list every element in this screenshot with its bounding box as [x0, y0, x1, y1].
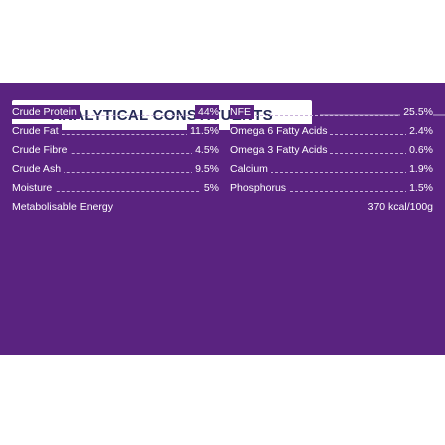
- constituent-row: Phosphorus 1.5%: [230, 176, 433, 195]
- constituent-row: Crude Fibre 4.5%: [12, 138, 219, 157]
- constituent-label: Calcium: [230, 162, 271, 176]
- constituent-label: Crude Fibre: [12, 143, 71, 157]
- constituent-row: Crude Fat 11.5%: [12, 119, 219, 138]
- constituent-row: Metabolisable Energy: [12, 195, 219, 214]
- constituent-value: 1.5%: [406, 181, 433, 195]
- constituent-row: NFE 25.5%: [230, 100, 433, 119]
- constituent-value: 370 kcal/100g: [364, 200, 433, 214]
- constituent-label: Omega 6 Fatty Acids: [230, 124, 331, 138]
- constituent-value: 0.6%: [406, 143, 433, 157]
- constituent-value: 5%: [200, 181, 219, 195]
- constituent-label: Omega 3 Fatty Acids: [230, 143, 331, 157]
- constituent-label: Metabolisable Energy: [12, 200, 116, 214]
- constituent-row: Moisture 5%: [12, 176, 219, 195]
- constituent-value: 1.9%: [406, 162, 433, 176]
- constituent-value: 25.5%: [400, 105, 433, 119]
- constituent-label: Crude Protein: [12, 105, 80, 119]
- constituent-row: Omega 6 Fatty Acids 2.4%: [230, 119, 433, 138]
- constituent-row: Omega 3 Fatty Acids 0.6%: [230, 138, 433, 157]
- constituent-row: Calcium 1.9%: [230, 157, 433, 176]
- constituent-row: Crude Ash 9.5%: [12, 157, 219, 176]
- constituent-value: 44%: [194, 105, 219, 119]
- constituent-value: 2.4%: [406, 124, 433, 138]
- left-constituents-column: Crude Protein 44% Crude Fat 11.5% Crude …: [12, 100, 219, 214]
- constituent-value: 11.5%: [187, 124, 219, 138]
- constituent-label: Crude Ash: [12, 162, 65, 176]
- constituent-label: Moisture: [12, 181, 56, 195]
- constituent-label: Crude Fat: [12, 124, 62, 138]
- constituent-row: 370 kcal/100g: [230, 195, 433, 214]
- constituent-label: Phosphorus: [230, 181, 290, 195]
- constituent-value: 4.5%: [192, 143, 219, 157]
- right-constituents-column: NFE 25.5% Omega 6 Fatty Acids 2.4% Omega…: [230, 100, 433, 214]
- constituent-label: NFE: [230, 105, 254, 119]
- constituent-value: 9.5%: [192, 162, 219, 176]
- constituent-row: Crude Protein 44%: [12, 100, 219, 119]
